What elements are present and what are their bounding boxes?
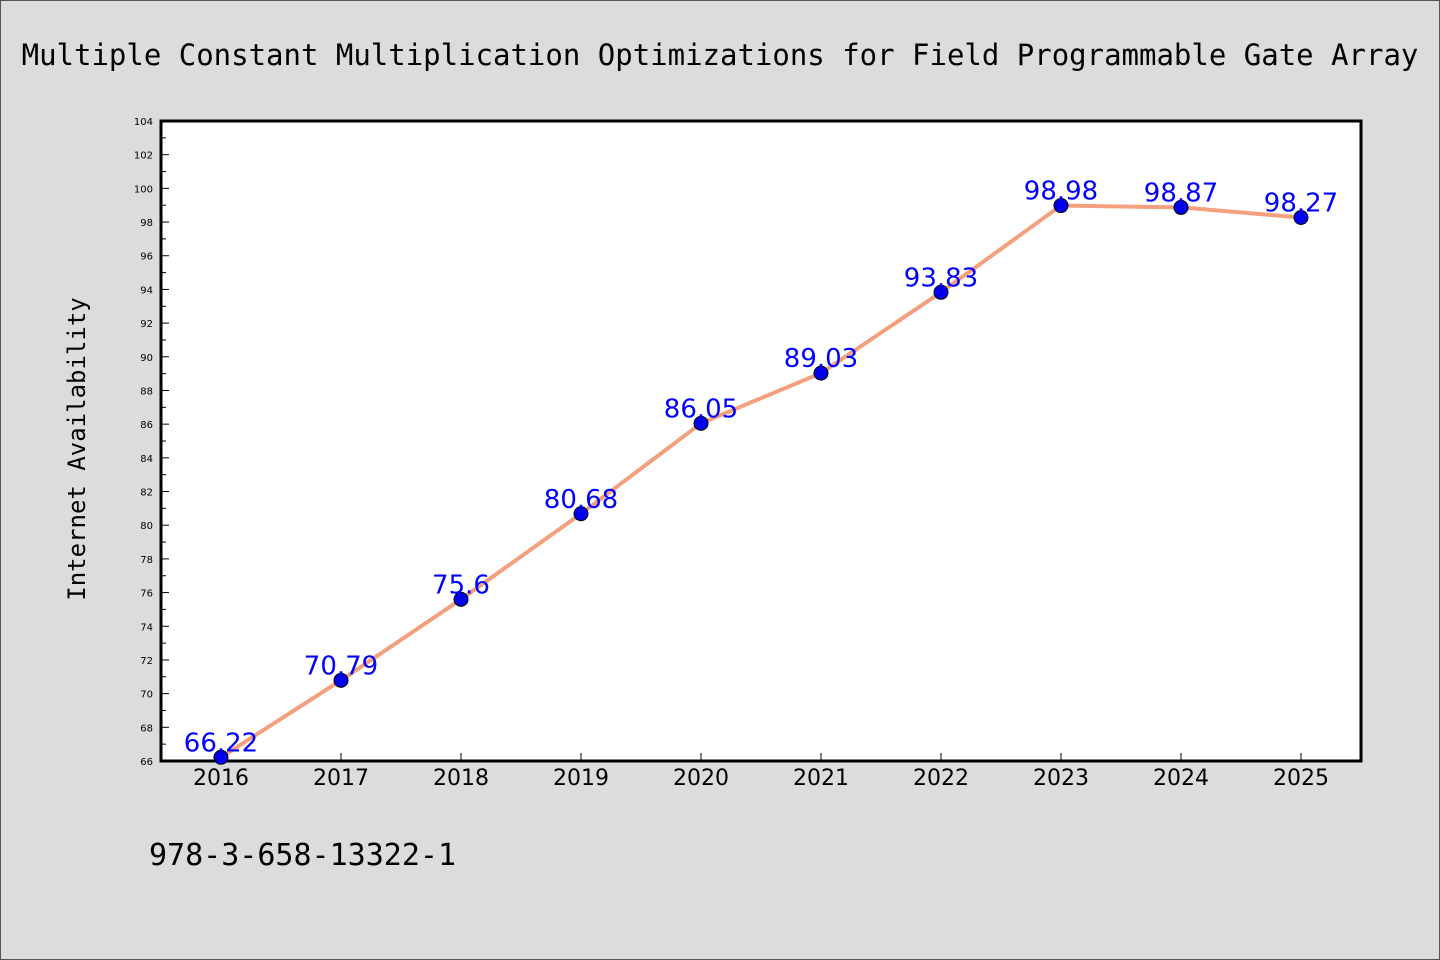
- y-tick-label: 82: [140, 488, 153, 499]
- y-tick-label: 86: [140, 420, 153, 431]
- x-tick-label: 2016: [193, 766, 249, 791]
- x-tick-label: 2019: [553, 766, 609, 791]
- data-point: [213, 749, 229, 765]
- y-tick-label: 102: [134, 151, 153, 162]
- data-label: 98.87: [1144, 178, 1218, 208]
- data-point: [1053, 198, 1069, 214]
- chart-title: Multiple Constant Multiplication Optimiz…: [22, 38, 1419, 72]
- y-tick-label: 74: [140, 622, 153, 633]
- data-point: [1293, 210, 1309, 226]
- y-tick-label: 68: [140, 723, 153, 734]
- y-axis-ticks: 66 68 70 72 74 76 78 80 82 84 86 88 90 92 94 96 98 100 102…: [134, 117, 169, 768]
- y-tick-label: 100: [134, 184, 153, 195]
- y-tick-label: 90: [140, 353, 153, 364]
- y-tick-label: 72: [140, 656, 153, 667]
- x-tick-label: 2017: [313, 766, 369, 791]
- data-label: 80.68: [544, 485, 618, 515]
- y-tick-label: 98: [140, 218, 153, 229]
- y-tick-label: 88: [140, 386, 153, 397]
- y-tick-label: 84: [140, 454, 153, 465]
- data-label: 93.83: [904, 263, 978, 293]
- data-label: 70.79: [304, 651, 378, 681]
- y-tick-label: 96: [140, 252, 153, 263]
- data-point: [1173, 199, 1189, 215]
- data-point: [933, 284, 949, 300]
- x-tick-label: 2021: [793, 766, 849, 791]
- data-label: 98.27: [1264, 189, 1338, 219]
- y-tick-label: 94: [140, 285, 153, 296]
- y-tick-label: 66: [140, 757, 153, 768]
- data-label: 75.6: [432, 570, 490, 600]
- data-point: [573, 506, 589, 522]
- y-tick-label: 92: [140, 319, 153, 330]
- x-tick-label: 2020: [673, 766, 729, 791]
- y-tick-label: 104: [134, 117, 153, 128]
- x-axis-ticks: 2016 2017 2018 2019 2020 2021 2022 2023 2024 2025: [193, 753, 1329, 791]
- x-tick-label: 2018: [433, 766, 489, 791]
- markers-layer: [213, 198, 1309, 765]
- data-label: 98.98: [1024, 177, 1098, 207]
- y-tick-label: 78: [140, 555, 153, 566]
- data-point: [453, 591, 469, 607]
- y-tick-label: 70: [140, 690, 153, 701]
- data-point: [693, 415, 709, 431]
- y-axis-label: Internet Availability: [63, 297, 91, 600]
- data-point: [813, 365, 829, 381]
- y-tick-label: 80: [140, 521, 153, 532]
- data-label: 89.03: [784, 344, 858, 374]
- x-tick-label: 2024: [1153, 766, 1209, 791]
- y-tick-label: 76: [140, 589, 153, 600]
- data-labels-layer: 66.22 70.79 75.6 80.68 86.05 89.03 93.83 98.98 9…: [184, 177, 1338, 759]
- x-tick-label: 2023: [1033, 766, 1089, 791]
- x-tick-label: 2022: [913, 766, 969, 791]
- series-layer: [219, 203, 1302, 759]
- footer-isbn: 978-3-658-13322-1: [149, 838, 456, 873]
- data-label: 66.22: [184, 728, 258, 758]
- plot-area: [159, 119, 1363, 763]
- data-point: [333, 672, 349, 688]
- x-tick-label: 2025: [1273, 766, 1329, 791]
- data-label: 86.05: [664, 394, 738, 424]
- series-line: [219, 203, 1302, 759]
